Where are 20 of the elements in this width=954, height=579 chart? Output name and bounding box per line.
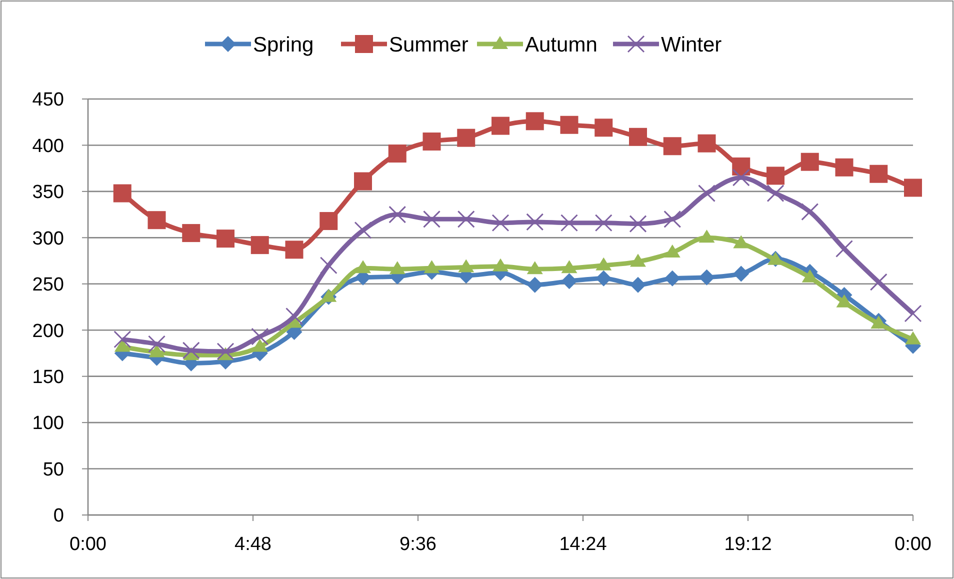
legend-label: Autumn xyxy=(525,33,598,56)
x-tick-label: 14:24 xyxy=(559,534,608,555)
x-tick-label: 0:00 xyxy=(894,534,932,555)
y-tick-label: 200 xyxy=(32,320,64,342)
legend-label: Summer xyxy=(389,33,468,56)
x-tick-label: 19:12 xyxy=(724,534,772,555)
y-tick-label: 250 xyxy=(32,274,64,296)
legend-label: Winter xyxy=(661,33,722,56)
y-tick-label: 50 xyxy=(42,459,64,480)
x-tick-label: 4:48 xyxy=(234,534,272,555)
legend-label: Spring xyxy=(253,33,314,56)
y-tick-label: 0 xyxy=(53,506,64,527)
y-tick-label: 450 xyxy=(32,90,64,111)
y-tick-label: 400 xyxy=(32,136,64,157)
y-tick-label: 300 xyxy=(32,228,64,250)
y-tick-label: 100 xyxy=(32,413,64,434)
y-tick-label: 350 xyxy=(32,182,64,204)
x-tick-label: 0:00 xyxy=(70,534,106,555)
y-tick-label: 150 xyxy=(32,366,64,388)
x-tick-label: 9:36 xyxy=(400,534,436,555)
